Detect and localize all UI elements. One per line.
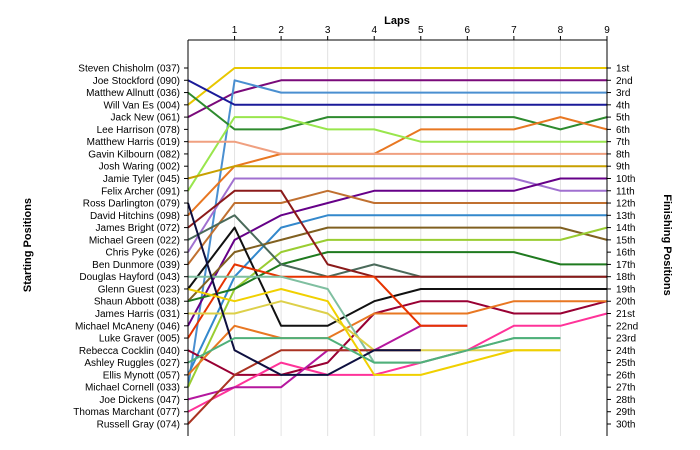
starting-position-label: Ross Darlington (079) [83, 199, 180, 210]
finishing-position-label: 17th [616, 260, 635, 271]
starting-position-label: Michael Cornell (033) [85, 383, 180, 394]
x-tick-label: 1 [232, 25, 238, 36]
starting-position-label: Jamie Tyler (045) [103, 174, 180, 185]
finishing-position-label: 22nd [616, 321, 638, 332]
finishing-position-label: 8th [616, 149, 630, 160]
finishing-position-label: 5th [616, 113, 630, 124]
starting-position-label: Josh Waring (002) [99, 162, 180, 173]
starting-position-label: James Bright (072) [96, 223, 180, 234]
finishing-position-label: 15th [616, 235, 635, 246]
series-line-3 [187, 79, 607, 388]
starting-position-label: Michael Green (022) [89, 235, 180, 246]
finishing-position-label: 26th [616, 370, 635, 381]
series-line-12 [187, 189, 607, 266]
finishing-position-label: 1st [616, 64, 630, 75]
starting-position-label: Will Van Es (004) [103, 100, 180, 111]
series-line-7 [187, 116, 607, 192]
finishing-position-label: 19th [616, 284, 635, 295]
series-line-29 [187, 288, 561, 376]
series-line-1 [187, 67, 607, 106]
finishing-position-label: 25th [616, 358, 635, 369]
starting-position-label: Joe Dickens (047) [99, 395, 180, 406]
x-tick-label: 5 [418, 25, 424, 36]
finishing-position-label: 3rd [616, 88, 630, 99]
series-line-9 [187, 165, 607, 180]
finishing-position-label: 4th [616, 100, 630, 111]
starting-position-label: Matthew Allnutt (036) [86, 88, 180, 99]
starting-position-label: Joe Stockford (090) [93, 76, 180, 87]
finishing-position-label: 28th [616, 395, 635, 406]
series-line-5 [187, 91, 608, 131]
starting-position-label: Douglas Hayford (043) [79, 272, 180, 283]
finishing-position-label: 10th [616, 174, 635, 185]
finishing-position-label: 16th [616, 248, 635, 259]
series-line-21 [187, 300, 607, 376]
finishing-position-label: 14th [616, 223, 635, 234]
finishing-position-label: 7th [616, 137, 630, 148]
starting-position-label: Matthew Harris (019) [87, 137, 180, 148]
starting-position-label: Gavin Kilbourn (082) [88, 149, 180, 160]
finishing-position-label: 12th [616, 199, 635, 210]
starting-position-label: Glenn Guest (023) [98, 284, 180, 295]
axis-layer: 1 2 3 4 5 6 7 8 9 Steven Chisholm (037)Joe Stockf… [73, 25, 638, 436]
finishing-position-label: 13th [616, 211, 635, 222]
series-line-17 [187, 214, 607, 278]
series-line-6 [187, 116, 608, 216]
series-line-27 [187, 349, 421, 425]
finishing-position-label: 30th [616, 420, 635, 431]
starting-position-label: David Hitchins (098) [90, 211, 180, 222]
y-axis-title-right: Finishing Positions [661, 194, 673, 295]
series-line-28 [187, 202, 421, 376]
series-line-14 [187, 226, 608, 302]
starting-position-label: Michael McAneny (046) [75, 321, 180, 332]
series-line-24 [187, 263, 468, 339]
x-tick-label: 2 [278, 25, 284, 36]
starting-position-label: Felix Archer (091) [101, 186, 180, 197]
x-tick-label: 7 [511, 25, 517, 36]
y-axis-title-left: Starting Positions [22, 198, 34, 292]
finishing-position-label: 21st [616, 309, 635, 320]
series-layer [187, 67, 608, 425]
finishing-position-label: 27th [616, 383, 635, 394]
starting-position-label: Ashley Ruggles (027) [84, 358, 180, 369]
series-line-13 [187, 214, 607, 376]
x-axis-title: Laps [384, 15, 410, 27]
x-tick-label: 6 [465, 25, 471, 36]
starting-position-label: Ben Dunmore (039) [92, 260, 180, 271]
starting-position-label: Thomas Marchant (077) [73, 407, 180, 418]
starting-position-label: Lee Harrison (078) [97, 125, 180, 136]
finishing-position-label: 6th [616, 125, 630, 136]
x-tick-label: 9 [604, 25, 610, 36]
series-line-4 [187, 79, 607, 106]
finishing-position-label: 23rd [616, 334, 636, 345]
series-line-18 [187, 189, 607, 278]
finishing-position-label: 18th [616, 272, 635, 283]
finishing-position-label: 29th [616, 407, 635, 418]
finishing-position-label: 20th [616, 297, 635, 308]
finishing-position-label: 11th [616, 186, 635, 197]
series-line-30 [187, 337, 561, 364]
starting-position-label: Ellis Mynott (057) [103, 370, 180, 381]
starting-position-label: Chris Pyke (026) [106, 248, 180, 259]
x-tick-label: 4 [371, 25, 377, 36]
finishing-position-label: 9th [616, 162, 630, 173]
starting-position-label: Russell Gray (074) [97, 420, 180, 431]
series-line-8 [188, 140, 607, 155]
series-line-2 [187, 79, 607, 118]
x-tick-label: 8 [558, 25, 564, 36]
starting-position-label: Steven Chisholm (037) [78, 64, 180, 75]
starting-position-label: Luke Graver (005) [99, 334, 180, 345]
series-line-22 [187, 312, 608, 413]
finishing-position-label: 2nd [616, 76, 633, 87]
starting-position-label: Shaun Abbott (038) [94, 297, 180, 308]
finishing-position-label: 24th [616, 346, 635, 357]
x-tick-label: 3 [325, 25, 331, 36]
series-line-11 [187, 177, 607, 327]
starting-position-label: Rebecca Cocklin (040) [79, 346, 180, 357]
starting-position-label: Jack New (061) [111, 113, 180, 124]
starting-position-label: James Harris (031) [95, 309, 180, 320]
